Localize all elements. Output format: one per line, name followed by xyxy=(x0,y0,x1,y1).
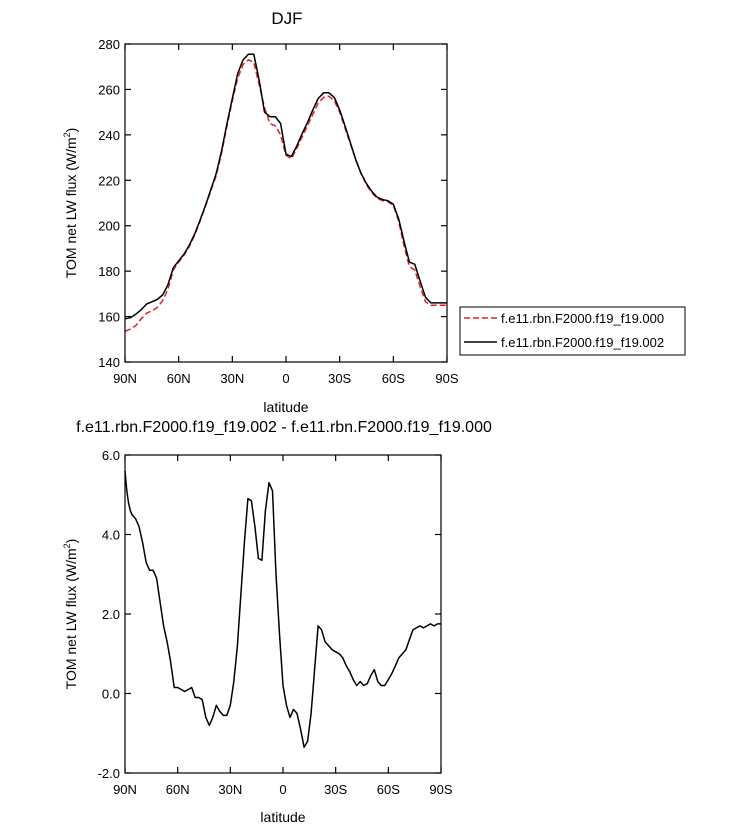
bottom-series-lines xyxy=(124,470,441,748)
top-series-line-1 xyxy=(124,53,447,320)
legend-frame xyxy=(459,306,686,356)
top-y-tick-label: 180 xyxy=(98,264,120,279)
top-series-line-0 xyxy=(124,59,447,332)
top-y-tick-label: 140 xyxy=(98,355,120,370)
bottom-y-tick-label: 2.0 xyxy=(102,607,120,622)
top-x-tick-label: 30N xyxy=(220,371,244,386)
bottom-x-tick-label: 30S xyxy=(324,782,347,797)
top-x-tick-label: 90N xyxy=(113,371,137,386)
bottom-x-tick-label: 90N xyxy=(113,782,137,797)
bottom-y-axis-label-close: ) xyxy=(63,539,79,544)
top-y-axis-ticks: 140 160 180 200 220 240 260 280 xyxy=(98,37,447,370)
bottom-chart-title: f.e11.rbn.F2000.f19_f19.002 - f.e11.rbn.… xyxy=(76,419,492,436)
top-y-axis-label: TOM net LW flux (W/m2) xyxy=(62,128,79,279)
top-x-tick-label: 60S xyxy=(382,371,405,386)
bottom-x-axis-label: latitude xyxy=(260,809,305,825)
top-x-tick-label: 0 xyxy=(282,371,289,386)
top-panel: DJF 140 160 180 200 220 240 260 280 90N 60N 30N 0 3… xyxy=(62,9,686,415)
top-series-lines xyxy=(124,53,447,332)
bottom-y-tick-label: 6.0 xyxy=(102,448,120,463)
legend-label-002: f.e11.rbn.F2000.f19_f19.002 xyxy=(501,335,664,350)
bottom-x-tick-label: 0 xyxy=(279,782,286,797)
top-y-axis-label-main: TOM net LW flux (W/m xyxy=(63,137,79,278)
legend: f.e11.rbn.F2000.f19_f19.000 f.e11.rbn.F2… xyxy=(459,306,686,356)
bottom-x-tick-label: 60N xyxy=(166,782,190,797)
top-y-tick-label: 280 xyxy=(98,37,120,52)
bottom-panel: f.e11.rbn.F2000.f19_f19.002 - f.e11.rbn.… xyxy=(62,419,492,825)
top-y-axis-label-close: ) xyxy=(63,128,79,133)
bottom-y-axis-label: TOM net LW flux (W/m2) xyxy=(62,539,79,690)
top-x-tick-label: 30S xyxy=(328,371,351,386)
legend-label-000: f.e11.rbn.F2000.f19_f19.000 xyxy=(501,311,664,326)
bottom-x-tick-label: 90S xyxy=(429,782,452,797)
top-plot-frame xyxy=(124,43,448,363)
top-y-tick-label: 260 xyxy=(98,82,120,97)
bottom-y-axis-label-main: TOM net LW flux (W/m xyxy=(63,548,79,689)
bottom-x-tick-label: 30N xyxy=(218,782,242,797)
bottom-y-tick-label: 4.0 xyxy=(102,528,120,543)
bottom-x-tick-label: 60S xyxy=(377,782,400,797)
bottom-y-tick-label: -2.0 xyxy=(98,766,120,781)
bottom-x-axis-ticks: 90N 60N 30N 0 30S 60S 90S xyxy=(113,455,453,797)
top-y-tick-label: 240 xyxy=(98,128,120,143)
bottom-y-tick-label: 0.0 xyxy=(102,687,120,702)
top-x-axis-ticks: 90N 60N 30N 0 30S 60S 90S xyxy=(113,44,459,386)
top-y-tick-label: 220 xyxy=(98,173,120,188)
bottom-y-axis-ticks: -2.0 0.0 2.0 4.0 6.0 xyxy=(98,448,441,781)
top-y-tick-label: 160 xyxy=(98,310,120,325)
top-x-tick-label: 90S xyxy=(435,371,458,386)
top-chart-title: DJF xyxy=(271,9,302,28)
top-x-tick-label: 60N xyxy=(167,371,191,386)
bottom-series-line-0 xyxy=(124,470,441,748)
top-y-axis-label-sup: 2 xyxy=(62,132,72,137)
top-y-tick-label: 200 xyxy=(98,219,120,234)
top-x-axis-label: latitude xyxy=(263,399,308,415)
bottom-plot-frame xyxy=(124,454,442,774)
bottom-y-axis-label-sup: 2 xyxy=(62,543,72,548)
